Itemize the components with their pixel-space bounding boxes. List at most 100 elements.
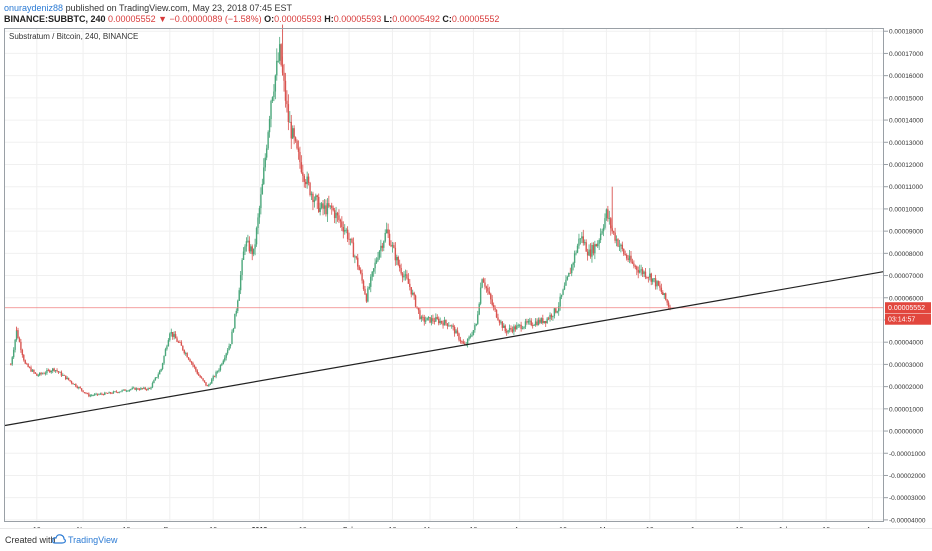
- candle-body: [479, 287, 482, 304]
- candle-body: [565, 279, 567, 286]
- candle-body: [612, 231, 615, 233]
- candle-body: [377, 257, 379, 261]
- candle-body: [244, 246, 246, 252]
- candle-body: [234, 313, 236, 329]
- candle-body: [154, 377, 157, 381]
- candle-body: [649, 273, 651, 278]
- candle-body: [115, 391, 118, 393]
- candle-body: [559, 296, 561, 307]
- candle-body: [169, 333, 171, 341]
- candle-body: [82, 390, 84, 393]
- candle-body: [636, 266, 638, 270]
- candle-body: [397, 256, 399, 265]
- candle-body: [196, 370, 198, 374]
- candle-body: [482, 279, 485, 283]
- candle-body: [95, 393, 97, 395]
- candle-body: [475, 323, 478, 326]
- candle-body: [520, 324, 522, 329]
- candle-body: [180, 342, 183, 346]
- candle-body: [401, 273, 404, 278]
- candle-body: [135, 388, 138, 390]
- candle-body: [393, 245, 395, 248]
- candle-body: [563, 285, 566, 290]
- candle-body: [205, 382, 207, 386]
- y-tick-label: 0.00011000: [889, 184, 923, 191]
- candle-body: [293, 128, 295, 138]
- candle-body: [359, 270, 362, 274]
- candle-body: [358, 266, 360, 271]
- candle-body: [78, 387, 80, 388]
- candle-body: [604, 218, 606, 228]
- candle-body: [242, 251, 245, 260]
- candle-body: [79, 387, 81, 389]
- y-tick-label: 0.00007000: [889, 273, 924, 280]
- y-tick-label: 0.00006000: [889, 295, 924, 302]
- candle-body: [232, 328, 235, 332]
- candle-body: [591, 244, 593, 257]
- candle-body: [656, 281, 658, 287]
- candle-body: [160, 368, 162, 371]
- candle-body: [203, 380, 206, 383]
- candle-body: [122, 389, 125, 391]
- candle-body: [471, 334, 473, 337]
- tradingview-link[interactable]: TradingView: [68, 535, 118, 545]
- candle-body: [164, 349, 167, 356]
- l-value: 0.00005492: [392, 14, 440, 24]
- candle-body: [202, 378, 204, 381]
- candle-body: [57, 371, 60, 373]
- candle-body: [371, 271, 373, 277]
- candle-body: [316, 195, 318, 197]
- created-with-text: Created with: [5, 535, 56, 545]
- candle-body: [121, 390, 123, 392]
- author-link[interactable]: onuraydeniz88: [4, 3, 64, 13]
- candle-body: [601, 231, 603, 234]
- candle-body: [513, 326, 515, 332]
- candle-body: [388, 233, 391, 245]
- candle-body: [651, 278, 654, 282]
- candle-body: [284, 80, 287, 101]
- candle-body: [378, 251, 381, 258]
- candle-body: [54, 370, 57, 371]
- x-tick-label: 16: [736, 527, 744, 528]
- candle-body: [187, 357, 190, 360]
- candle-body: [158, 370, 161, 375]
- candle-body: [303, 175, 305, 182]
- candle-body: [495, 309, 498, 318]
- candle-body: [319, 207, 321, 212]
- candle-body: [199, 375, 201, 378]
- candle-body: [212, 376, 214, 380]
- countdown-tag: [885, 313, 931, 325]
- candle-body: [138, 389, 141, 391]
- candle-body: [527, 321, 530, 323]
- candle-body: [503, 325, 505, 328]
- x-tick-label: 2018: [252, 527, 268, 528]
- candle-body: [594, 244, 596, 254]
- candle-body: [228, 346, 230, 351]
- candle-body: [156, 377, 158, 378]
- candle-body: [566, 276, 569, 280]
- candle-body: [621, 244, 624, 250]
- open-value: 0.00005552: [108, 14, 156, 24]
- candle-body: [251, 246, 253, 255]
- candle-body: [562, 289, 564, 295]
- candle-body: [345, 229, 347, 231]
- o-value: 0.00005593: [274, 14, 322, 24]
- candle-body: [400, 267, 402, 274]
- candle-body: [30, 367, 32, 372]
- candle-body: [543, 321, 545, 323]
- candle-body: [137, 388, 139, 390]
- c-value: 0.00005552: [451, 14, 500, 24]
- candle-body: [43, 373, 45, 375]
- candle-body: [579, 238, 582, 240]
- candle-body: [245, 241, 248, 247]
- candle-body: [33, 369, 35, 373]
- candle-body: [368, 286, 371, 289]
- candle-body: [516, 325, 518, 330]
- candle-body: [610, 218, 612, 229]
- candle-body: [647, 277, 650, 279]
- chart-legend: Substratum / Bitcoin, 240, BINANCE: [9, 32, 139, 41]
- candle-body: [585, 242, 587, 252]
- candle-body: [398, 264, 401, 268]
- y-tick-label: 0.00000000: [889, 429, 924, 436]
- chart-canvas[interactable]: 0.00018000 0.00017000 0.00016000 0.00015000…: [0, 0, 932, 528]
